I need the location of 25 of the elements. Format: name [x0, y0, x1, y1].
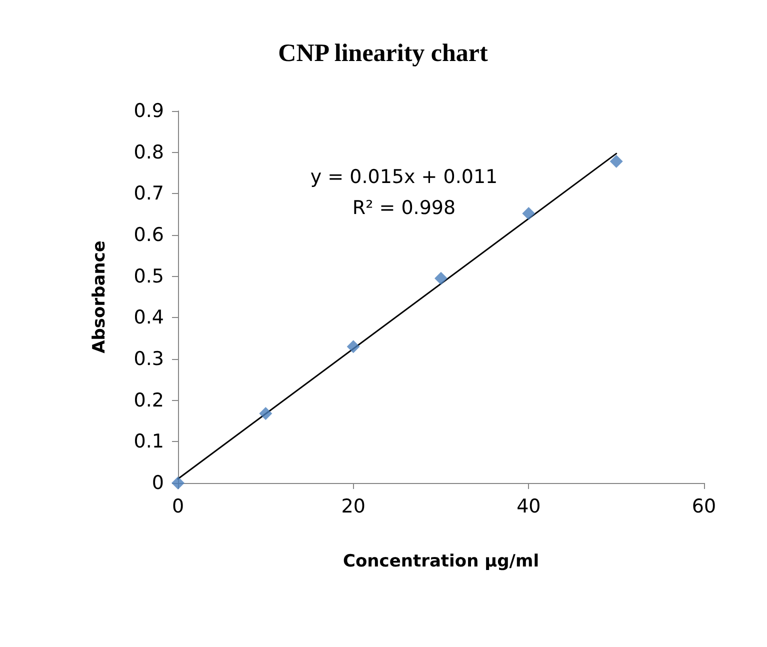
x-tick-label: 20	[341, 496, 366, 518]
point	[434, 272, 448, 285]
x-tick-label: 60	[692, 496, 716, 518]
y-tick-label: 0.1	[134, 430, 164, 453]
y-tick-label: 0.2	[134, 389, 164, 412]
point	[346, 340, 360, 354]
y-tick-label: 0	[152, 472, 164, 494]
point	[259, 407, 272, 420]
point	[522, 207, 536, 220]
y-axis-title: Absorbance	[90, 240, 110, 354]
y-tick-label: 0.9	[134, 100, 164, 122]
x-tick-label: 40	[516, 496, 541, 518]
annotation: R² = 0.998	[352, 197, 456, 219]
x-tick-label: 0	[172, 496, 184, 518]
y-tick-label: 0.4	[134, 306, 164, 329]
chart-title: CNP linearity chart	[278, 40, 489, 67]
point	[172, 476, 184, 490]
y-tick-label: 0.6	[134, 224, 164, 246]
x-axis-title: Concentration µg/ml	[342, 552, 540, 572]
annotation: y = 0.015x + 0.011	[310, 166, 498, 188]
y-tick-label: 0.7	[134, 182, 164, 205]
y-tick-label: 0.8	[134, 141, 164, 164]
y-tick-label: 0.3	[134, 348, 164, 370]
point	[610, 154, 623, 168]
y-tick-label: 0.5	[134, 265, 164, 288]
